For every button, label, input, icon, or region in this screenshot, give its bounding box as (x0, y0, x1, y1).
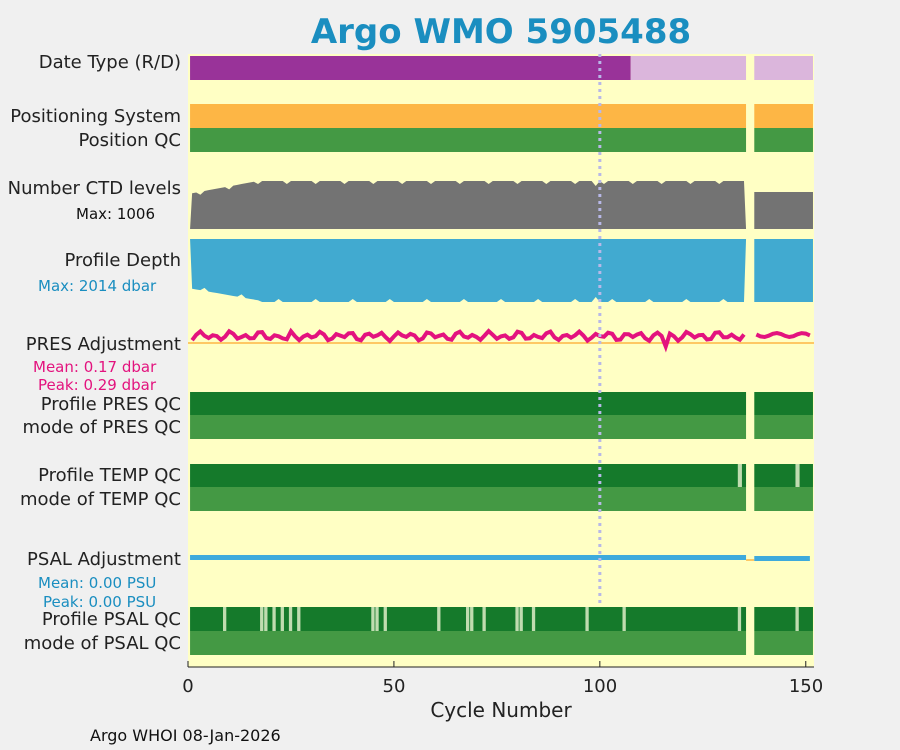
label-mode-temp-qc: mode of TEMP QC (19, 489, 181, 510)
bar-date-realtime (190, 56, 631, 80)
bar-psal-qc-flag (297, 607, 301, 631)
bar-position-qc (190, 128, 747, 152)
bar-psal-qc-flag (375, 607, 379, 631)
bar-psal-qc-flag (470, 607, 474, 631)
label-profile-pres-qc: Profile PRES QC (40, 394, 181, 415)
bar-positioning-system (190, 104, 747, 128)
x-tick-label: 50 (382, 676, 406, 697)
bar-ctd-levels (190, 181, 747, 229)
x-tick-label: 0 (182, 676, 194, 697)
bar-psal-qc-flag (585, 607, 589, 631)
bar-positioning-system (754, 104, 813, 128)
label-date-type: Date Type (R/D) (38, 52, 181, 73)
bar-profile-pres-qc (754, 392, 813, 415)
pres-adjustment-mean: Mean: 0.17 dbar (33, 358, 157, 376)
bar-psal-qc-flag (519, 607, 523, 631)
bar-temp-qc-flag (737, 464, 742, 487)
x-tick-label: 100 (582, 676, 618, 697)
psal-adjustment-mean: Mean: 0.00 PSU (38, 574, 157, 592)
bar-psal-qc-flag (531, 607, 536, 631)
bar-psal-qc-flag (465, 607, 470, 631)
line-psal-adjustment (190, 555, 747, 560)
bar-mode-pres-qc (190, 415, 747, 439)
plot-background (188, 54, 814, 667)
ctd-levels-max: Max: 1006 (76, 205, 156, 223)
bar-profile-depth (754, 239, 813, 302)
chart-title: Argo WMO 5905488 (310, 12, 692, 52)
bar-ctd-levels (754, 192, 813, 229)
bar-profile-temp-qc (190, 464, 747, 487)
bar-psal-qc-flag (383, 607, 387, 631)
bar-psal-qc-flag (795, 607, 799, 631)
bar-mode-temp-qc (754, 487, 813, 511)
line-pres-adjustment (755, 330, 811, 340)
bar-psal-qc-flag (223, 607, 227, 631)
x-axis-label: Cycle Number (430, 698, 572, 722)
label-profile-depth: Profile Depth (64, 250, 181, 271)
bar-position-qc (754, 128, 813, 152)
label-psal-adjustment: PSAL Adjustment (26, 549, 181, 570)
bar-psal-qc-flag (260, 607, 264, 631)
bar-profile-psal-qc (754, 607, 813, 631)
x-tick-label: 150 (788, 676, 824, 697)
label-profile-temp-qc: Profile TEMP QC (38, 465, 181, 486)
bar-profile-pres-qc (190, 392, 747, 415)
bar-psal-qc-flag (515, 607, 519, 631)
bar-psal-qc-flag (280, 607, 284, 631)
bar-psal-qc-flag (482, 607, 486, 631)
footer-text: Argo WHOI 08-Jan-2026 (90, 726, 281, 745)
label-mode-psal-qc: mode of PSAL QC (23, 633, 181, 654)
bar-mode-psal-qc (754, 631, 813, 655)
label-mode-pres-qc: mode of PRES QC (22, 417, 181, 438)
psal-adjustment-peak: Peak: 0.00 PSU (43, 593, 157, 611)
label-positioning-system: Positioning System (10, 106, 181, 127)
bar-mode-pres-qc (754, 415, 813, 439)
bar-psal-qc-flag (371, 607, 375, 631)
bar-temp-qc-flag (795, 464, 800, 487)
bar-mode-psal-qc (190, 631, 747, 655)
bar-date-delayed (630, 56, 747, 80)
label-profile-psal-qc: Profile PSAL QC (41, 609, 181, 630)
bar-profile-depth (190, 239, 747, 302)
bar-profile-temp-qc (754, 464, 813, 487)
profile-depth-max: Max: 2014 dbar (38, 277, 157, 295)
line-pres-adjustment (190, 327, 746, 353)
bar-date-delayed (754, 56, 813, 80)
bar-psal-qc-flag (272, 607, 276, 631)
pres-adjustment-peak: Peak: 0.29 dbar (38, 376, 157, 394)
label-pres-adjustment: PRES Adjustment (25, 334, 181, 355)
label-position-qc: Position QC (78, 130, 181, 151)
bar-psal-qc-flag (437, 607, 441, 631)
bar-psal-qc-flag (622, 607, 626, 631)
line-psal-adjustment (754, 556, 810, 561)
bar-psal-qc-flag (288, 607, 293, 631)
bar-psal-qc-flag (737, 607, 742, 631)
bar-psal-qc-flag (264, 607, 268, 631)
label-ctd-levels: Number CTD levels (7, 178, 181, 199)
bar-mode-temp-qc (190, 487, 747, 511)
